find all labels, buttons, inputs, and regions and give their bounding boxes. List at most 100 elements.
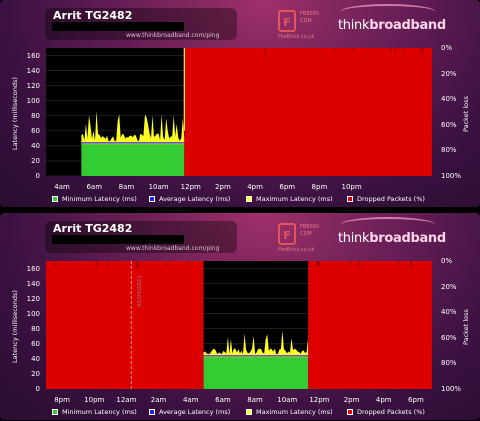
y2-tick-label: 40% [441,95,457,104]
x-tick-label: 8am [118,183,135,191]
y-tick-label: 0 [35,385,40,393]
legend-item-dropped: Dropped Packets (%) [347,407,425,417]
x-tick-label: 4am [54,183,70,191]
legend-label-avg: Average Latency (ms) [159,408,231,416]
x-tick-label: 12am [116,396,137,404]
y-tick-label: 140 [26,279,40,288]
firebrick-sub: CDM [300,18,312,24]
y-axis-label-right: Packet loss [462,309,470,345]
legend-swatch-min [52,409,58,415]
y2-tick-label: 60% [441,120,457,129]
brand-part-a: think [338,18,370,33]
x-tick-label: 6am [86,183,103,191]
y-tick-label: 0 [35,172,40,180]
plot-area [46,261,432,389]
y-tick-label: 40 [31,141,40,150]
legend-label-avg: Average Latency (ms) [159,195,231,203]
latency-plot [46,48,432,176]
chart-title: Arrit TG2482 [53,222,133,235]
plot-area [46,48,432,176]
firebrick-url: FireBrick.co.uk [278,247,315,253]
x-tick-label: 10am [148,183,169,191]
chart-title: Arrit TG2482 [53,9,133,22]
x-tick-label: 2pm [215,183,231,191]
x-tick-label: 2pm [343,396,360,404]
legend-swatch-max [246,409,252,415]
x-tick-label: 8pm [54,396,70,404]
y2-tick-label: 0% [441,44,453,52]
legend-label-dropped: Dropped Packets (%) [357,408,425,416]
firebrick-model: FB8000 [300,224,320,230]
min-latency-series [81,144,185,176]
legend-swatch-max [246,196,252,202]
brand-part-b: broadband [369,18,446,33]
x-tick-label: 2am [150,396,167,404]
chart-panel-2: Arrit TG2482 www.thinkbroadband.com/ping… [0,213,480,420]
legend-item-max: Maximum Latency (ms) [246,407,333,417]
date-marker-label: 02/09/2021 [137,275,144,307]
firebrick-logo-icon: F [278,223,296,245]
legend-swatch-avg [149,409,155,415]
max-latency-series [203,330,309,358]
y2-tick-label: 100% [441,385,462,393]
legend-label-dropped: Dropped Packets (%) [357,195,425,203]
firebrick-model: FB8000 [300,11,320,17]
legend-item-dropped: Dropped Packets (%) [347,194,425,204]
min-latency-series [203,357,309,389]
y2-tick-label: 60% [441,333,457,342]
legend-label-min: Minimum Latency (ms) [62,195,137,203]
legend-item-max: Maximum Latency (ms) [246,194,333,204]
legend-swatch-min [52,196,58,202]
max-latency-series [81,110,185,145]
firebrick-sub: CDM [300,231,312,237]
legend-label-min: Minimum Latency (ms) [62,408,137,416]
y-tick-label: 20 [31,156,40,165]
y-tick-label: 20 [31,369,40,378]
firebrick-text: FB8000 CDM [300,224,319,238]
firebrick-url: FireBrick.co.uk [278,34,315,40]
source-url: www.thinkbroadband.com/ping [126,32,220,39]
y-axis-label-right: Packet loss [462,96,470,132]
y-tick-label: 40 [31,354,40,363]
legend-item-avg: Average Latency (ms) [149,194,230,204]
x-tick-label: 4pm [247,183,263,191]
redacted-text [52,235,184,244]
y2-tick-label: 80% [441,359,457,368]
x-tick-label: 12pm [309,396,330,404]
x-tick-label: 10am [277,396,298,404]
y-tick-label: 160 [26,264,40,273]
x-tick-label: 6pm [279,183,296,191]
source-url: www.thinkbroadband.com/ping [126,245,220,252]
brand-swirl [340,217,436,233]
brand-part-b: broadband [369,231,446,246]
legend-label-max: Maximum Latency (ms) [256,408,333,416]
x-tick-label: 4pm [375,396,392,404]
dropped-packets-region [184,48,432,176]
y-tick-label: 100 [26,309,40,318]
legend-item-avg: Average Latency (ms) [149,407,230,417]
y-tick-label: 60 [31,126,40,135]
x-tick-label: 10pm [341,183,362,191]
x-tick-label: 4am [182,396,199,404]
brand-part-a: think [338,231,370,246]
firebrick-logo-icon: F [278,10,296,32]
y2-tick-label: 100% [441,172,462,180]
y-tick-label: 160 [26,51,40,60]
y-tick-label: 60 [31,339,40,348]
legend: Minimum Latency (ms) Average Latency (ms… [0,407,480,417]
brand-swirl [340,4,436,20]
x-tick-label: 8am [247,396,263,404]
y2-tick-label: 40% [441,308,457,317]
y-tick-label: 120 [26,81,40,90]
legend-swatch-avg [149,196,155,202]
legend-item-min: Minimum Latency (ms) [52,194,137,204]
legend-item-min: Minimum Latency (ms) [52,407,137,417]
y-tick-label: 120 [26,294,40,303]
x-tick-label: 10pm [84,396,105,404]
chart-panel-1: Arrit TG2482 www.thinkbroadband.com/ping… [0,0,480,207]
legend-swatch-dropped [347,196,353,202]
y2-tick-label: 20% [441,282,457,291]
y2-tick-label: 80% [441,146,457,155]
y-tick-label: 80 [31,111,40,120]
firebrick-text: FB8000 CDM [300,11,319,25]
